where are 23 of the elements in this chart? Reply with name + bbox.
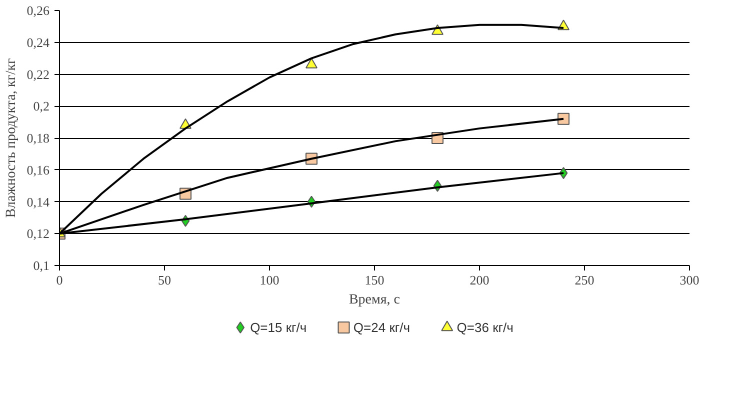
y-tick-label: 0,1 xyxy=(33,258,50,273)
y-tick-label: 0,26 xyxy=(26,3,50,18)
y-tick-label: 0,14 xyxy=(26,194,50,210)
legend-label: Q=36 кг/ч xyxy=(456,320,514,335)
point xyxy=(306,58,318,68)
y-tick-label: 0,22 xyxy=(26,66,50,82)
x-tick-label: 100 xyxy=(260,272,280,288)
x-tick-label: 50 xyxy=(158,272,171,288)
x-tick-label: 300 xyxy=(680,272,700,288)
x-tick-label: 150 xyxy=(364,272,384,288)
x-tick-label: 250 xyxy=(574,272,594,288)
x-axis-title: Время, с xyxy=(348,292,400,308)
legend-label: Q=24 кг/ч xyxy=(353,320,410,335)
y-tick-label: 0,24 xyxy=(26,34,50,50)
y-tick-label: 0,2 xyxy=(33,98,50,114)
x-tick-label: 0 xyxy=(56,272,63,288)
y-axis-title: Влажность продукта, кг/кг xyxy=(4,58,19,218)
y-tick-label: 0,18 xyxy=(26,130,50,146)
y-tick-label: 0,12 xyxy=(26,226,50,242)
point xyxy=(558,112,570,125)
x-tick-label: 200 xyxy=(470,272,490,288)
legend-label: Q=15 кг/ч xyxy=(250,320,307,335)
y-tick-label: 0,16 xyxy=(26,162,50,178)
